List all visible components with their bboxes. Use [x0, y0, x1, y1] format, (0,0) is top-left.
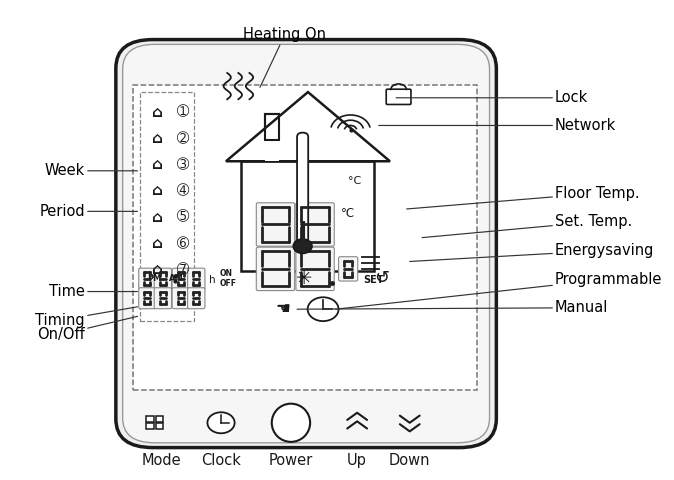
- Text: ➅: ➅: [177, 236, 189, 251]
- FancyBboxPatch shape: [139, 268, 156, 289]
- Polygon shape: [226, 92, 390, 161]
- Circle shape: [208, 412, 235, 433]
- Text: Clock: Clock: [201, 453, 241, 468]
- Text: ⌂: ⌂: [152, 131, 162, 146]
- Text: AM: AM: [168, 274, 183, 283]
- Bar: [140, 92, 194, 321]
- Text: On/Off: On/Off: [37, 316, 137, 342]
- Text: Mode: Mode: [141, 453, 181, 468]
- Text: Lock: Lock: [396, 90, 588, 105]
- Text: °C: °C: [348, 176, 361, 186]
- Circle shape: [293, 239, 312, 253]
- Text: ⌂: ⌂: [152, 210, 162, 225]
- Text: ➀: ➀: [177, 105, 189, 120]
- Text: Energysaving: Energysaving: [410, 243, 654, 262]
- Text: ➂: ➂: [177, 157, 189, 172]
- Bar: [133, 85, 477, 390]
- Text: ➃: ➃: [177, 183, 189, 198]
- FancyBboxPatch shape: [139, 288, 156, 309]
- Text: Heating On: Heating On: [243, 27, 326, 87]
- Text: ➄: ➄: [177, 210, 189, 225]
- Text: SET: SET: [363, 276, 384, 285]
- Circle shape: [307, 297, 338, 321]
- Text: Time: Time: [49, 284, 137, 299]
- Text: Timing: Timing: [35, 307, 137, 328]
- Bar: [241, 161, 375, 271]
- FancyBboxPatch shape: [297, 132, 308, 243]
- Text: Up: Up: [347, 453, 367, 468]
- FancyBboxPatch shape: [338, 257, 358, 281]
- Bar: [266, 137, 279, 161]
- Text: Manual: Manual: [297, 300, 609, 315]
- FancyBboxPatch shape: [256, 203, 295, 246]
- Text: Set. Temp.: Set. Temp.: [422, 215, 632, 238]
- Ellipse shape: [272, 404, 310, 442]
- Text: Network: Network: [379, 118, 616, 133]
- FancyBboxPatch shape: [296, 203, 334, 246]
- Text: Period: Period: [39, 204, 137, 219]
- Text: Week: Week: [44, 163, 137, 178]
- FancyBboxPatch shape: [172, 288, 189, 309]
- Text: Floor Temp.: Floor Temp.: [406, 186, 640, 209]
- Text: Down: Down: [389, 453, 431, 468]
- Text: ⌂: ⌂: [152, 105, 162, 120]
- Text: ➆: ➆: [177, 262, 189, 277]
- Text: PM: PM: [148, 274, 162, 283]
- Text: ➁: ➁: [177, 131, 189, 146]
- Text: ↺: ↺: [374, 269, 390, 287]
- Text: ON: ON: [220, 269, 233, 278]
- Text: ⌂: ⌂: [152, 183, 162, 198]
- FancyBboxPatch shape: [172, 268, 189, 289]
- Text: Power: Power: [269, 453, 313, 468]
- FancyBboxPatch shape: [154, 288, 171, 309]
- Bar: [146, 423, 154, 429]
- FancyBboxPatch shape: [256, 247, 295, 290]
- FancyBboxPatch shape: [187, 288, 205, 309]
- FancyBboxPatch shape: [116, 39, 496, 447]
- Text: OFF: OFF: [220, 279, 237, 288]
- Bar: [156, 416, 163, 422]
- FancyBboxPatch shape: [386, 89, 411, 105]
- Text: ⌂: ⌂: [152, 157, 162, 172]
- FancyBboxPatch shape: [187, 268, 205, 289]
- Bar: [266, 114, 279, 140]
- Text: ⌂: ⌂: [152, 262, 162, 277]
- Bar: [266, 114, 279, 140]
- FancyBboxPatch shape: [296, 247, 334, 290]
- Text: ✳: ✳: [297, 269, 313, 288]
- Text: Programmable: Programmable: [336, 272, 663, 309]
- FancyBboxPatch shape: [123, 44, 489, 443]
- Text: °C: °C: [340, 206, 355, 220]
- Text: h: h: [209, 276, 215, 286]
- Text: ⌂: ⌂: [152, 236, 162, 251]
- Bar: [156, 423, 163, 429]
- Text: ☚: ☚: [276, 300, 291, 318]
- FancyBboxPatch shape: [154, 268, 171, 289]
- Bar: [146, 416, 154, 422]
